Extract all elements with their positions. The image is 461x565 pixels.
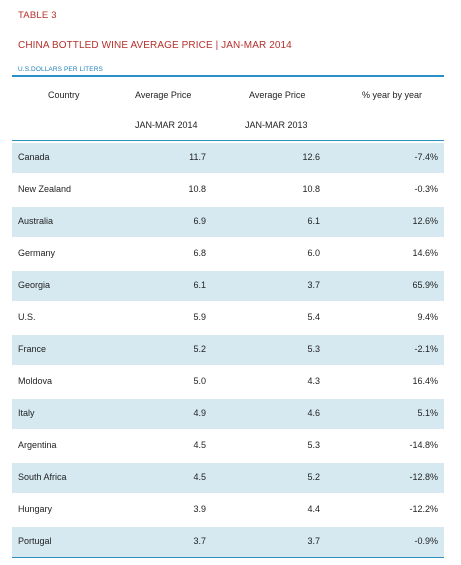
header-yoy: % year by year [362, 90, 423, 100]
cell-yoy: -14.8% [409, 440, 438, 450]
table-row: Germany 6.8 6.0 14.6% [12, 239, 444, 269]
cell-price-2013: 5.3 [307, 344, 320, 354]
cell-price-2014: 5.2 [193, 344, 206, 354]
cell-country: U.S. [18, 312, 36, 322]
cell-price-2013: 6.0 [307, 248, 320, 258]
cell-yoy: 14.6% [412, 248, 438, 258]
table-header: Country Average Price JAN-MAR 2014 Avera… [12, 77, 444, 141]
cell-price-2014: 5.9 [193, 312, 206, 322]
cell-country: Argentina [18, 440, 57, 450]
cell-price-2014: 3.7 [193, 536, 206, 546]
cell-country: Canada [18, 152, 50, 162]
cell-yoy: -12.8% [409, 472, 438, 482]
cell-country: New Zealand [18, 184, 72, 194]
cell-yoy: -2.1% [414, 344, 438, 354]
cell-yoy: -0.9% [414, 536, 438, 546]
header-country: Country [48, 90, 80, 100]
table-row: Georgia 6.1 3.7 65.9% [12, 271, 444, 301]
cell-country: Moldova [18, 376, 53, 386]
cell-price-2013: 3.7 [307, 280, 320, 290]
cell-price-2013: 4.6 [307, 408, 320, 418]
cell-price-2013: 12.6 [302, 152, 320, 162]
cell-price-2014: 3.9 [193, 504, 206, 514]
cell-yoy: -7.4% [414, 152, 438, 162]
cell-country: Portugal [18, 536, 52, 546]
cell-yoy: 5.1% [417, 408, 438, 418]
cell-country: Australia [18, 216, 54, 226]
table-row: Argentina 4.5 5.3 -14.8% [12, 431, 444, 461]
cell-country: South Africa [18, 472, 67, 482]
header-price-2014-period: JAN-MAR 2014 [135, 120, 198, 130]
bottom-rule [12, 557, 444, 558]
cell-price-2013: 6.1 [307, 216, 320, 226]
cell-yoy: 12.6% [412, 216, 438, 226]
table-row: South Africa 4.5 5.2 -12.8% [12, 463, 444, 493]
header-price-2013: Average Price [249, 90, 306, 100]
cell-price-2013: 4.3 [307, 376, 320, 386]
cell-price-2013: 3.7 [307, 536, 320, 546]
cell-yoy: -12.2% [409, 504, 438, 514]
table-number: TABLE 3 [18, 10, 57, 21]
cell-price-2014: 5.0 [193, 376, 206, 386]
table-body: Canada 11.7 12.6 -7.4% New Zealand 10.8 … [12, 143, 444, 559]
cell-yoy: 16.4% [412, 376, 438, 386]
top-rule [12, 75, 444, 77]
cell-price-2014: 6.1 [193, 280, 206, 290]
table-row: Canada 11.7 12.6 -7.4% [12, 143, 444, 173]
cell-country: Georgia [18, 280, 51, 290]
cell-price-2013: 10.8 [302, 184, 320, 194]
cell-price-2014: 4.5 [193, 440, 206, 450]
cell-country: Hungary [18, 504, 53, 514]
cell-yoy: -0.3% [414, 184, 438, 194]
cell-price-2013: 5.3 [307, 440, 320, 450]
header-price-2014: Average Price [135, 90, 192, 100]
table-row: France 5.2 5.3 -2.1% [12, 335, 444, 365]
cell-country: Italy [18, 408, 35, 418]
cell-yoy: 9.4% [417, 312, 438, 322]
cell-price-2014: 6.8 [193, 248, 206, 258]
cell-price-2014: 4.9 [193, 408, 206, 418]
table-row: Italy 4.9 4.6 5.1% [12, 399, 444, 429]
table-row: Portugal 3.7 3.7 -0.9% [12, 527, 444, 557]
table-row: U.S. 5.9 5.4 9.4% [12, 303, 444, 333]
table-row: Hungary 3.9 4.4 -12.2% [12, 495, 444, 525]
cell-yoy: 65.9% [412, 280, 438, 290]
table-title: CHINA BOTTLED WINE AVERAGE PRICE | JAN-M… [18, 40, 292, 51]
cell-country: Germany [18, 248, 56, 258]
cell-price-2013: 5.2 [307, 472, 320, 482]
table-row: Moldova 5.0 4.3 16.4% [12, 367, 444, 397]
cell-price-2014: 11.7 [189, 152, 206, 162]
cell-price-2014: 6.9 [193, 216, 206, 226]
header-price-2013-period: JAN-MAR 2013 [245, 120, 308, 130]
cell-price-2014: 10.8 [188, 184, 206, 194]
table-row: Australia 6.9 6.1 12.6% [12, 207, 444, 237]
cell-price-2013: 5.4 [307, 312, 320, 322]
cell-country: France [18, 344, 47, 354]
cell-price-2013: 4.4 [307, 504, 320, 514]
table-row: New Zealand 10.8 10.8 -0.3% [12, 175, 444, 205]
units-label: U.S.DOLLARS PER LITERS [18, 66, 103, 73]
cell-price-2014: 4.5 [193, 472, 206, 482]
